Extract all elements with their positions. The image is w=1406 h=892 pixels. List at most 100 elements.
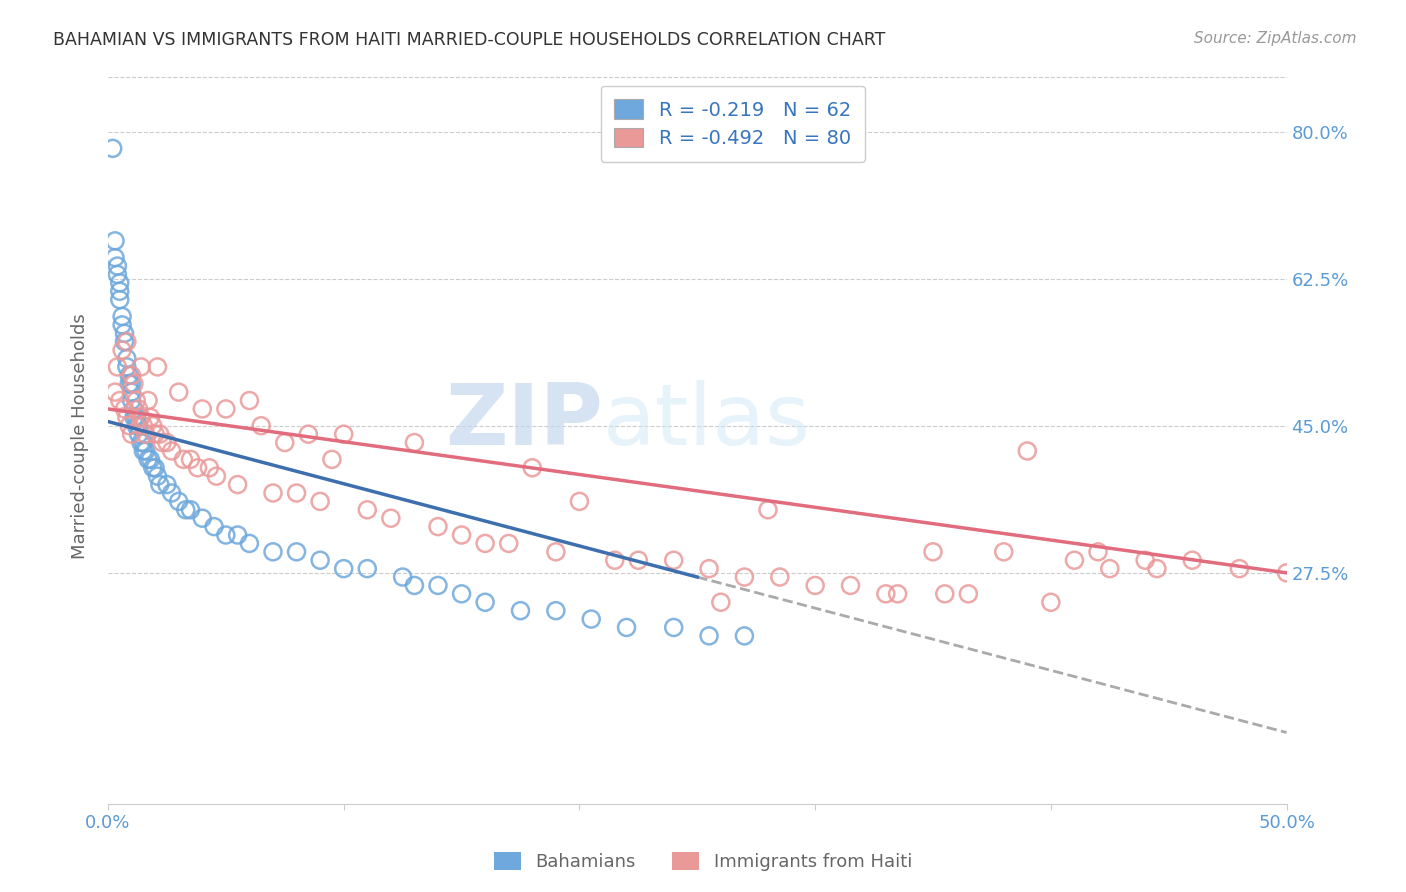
- Point: [1275, 566, 1298, 580]
- Point: [332, 561, 354, 575]
- Legend: Bahamians, Immigrants from Haiti: Bahamians, Immigrants from Haiti: [486, 845, 920, 879]
- Point: [139, 452, 162, 467]
- Point: [139, 410, 162, 425]
- Point: [111, 310, 134, 324]
- Point: [118, 368, 141, 383]
- Text: ZIP: ZIP: [446, 380, 603, 463]
- Point: [198, 460, 221, 475]
- Point: [391, 570, 413, 584]
- Point: [132, 444, 155, 458]
- Point: [1087, 545, 1109, 559]
- Point: [332, 427, 354, 442]
- Point: [616, 620, 638, 634]
- Point: [238, 536, 260, 550]
- Point: [804, 578, 827, 592]
- Point: [174, 503, 197, 517]
- Point: [114, 401, 136, 416]
- Point: [498, 536, 520, 550]
- Point: [274, 435, 297, 450]
- Text: atlas: atlas: [603, 380, 811, 463]
- Point: [129, 359, 152, 374]
- Point: [156, 435, 179, 450]
- Point: [1181, 553, 1204, 567]
- Point: [125, 418, 148, 433]
- Point: [875, 587, 897, 601]
- Point: [160, 486, 183, 500]
- Point: [118, 418, 141, 433]
- Point: [156, 477, 179, 491]
- Point: [121, 427, 143, 442]
- Point: [142, 460, 165, 475]
- Point: [136, 393, 159, 408]
- Point: [172, 452, 194, 467]
- Point: [146, 359, 169, 374]
- Point: [125, 393, 148, 408]
- Text: Source: ZipAtlas.com: Source: ZipAtlas.com: [1194, 31, 1357, 46]
- Point: [125, 410, 148, 425]
- Point: [474, 595, 496, 609]
- Point: [603, 553, 626, 567]
- Point: [205, 469, 228, 483]
- Point: [114, 334, 136, 349]
- Point: [733, 570, 755, 584]
- Point: [1098, 561, 1121, 575]
- Point: [474, 536, 496, 550]
- Point: [111, 343, 134, 357]
- Point: [135, 427, 157, 442]
- Point: [627, 553, 650, 567]
- Point: [121, 393, 143, 408]
- Point: [104, 234, 127, 248]
- Point: [1133, 553, 1156, 567]
- Point: [122, 401, 145, 416]
- Point: [1229, 561, 1251, 575]
- Point: [132, 435, 155, 450]
- Point: [132, 418, 155, 433]
- Point: [108, 293, 131, 307]
- Point: [662, 620, 685, 634]
- Point: [142, 418, 165, 433]
- Point: [143, 460, 166, 475]
- Legend: R = -0.219   N = 62, R = -0.492   N = 80: R = -0.219 N = 62, R = -0.492 N = 80: [600, 86, 865, 161]
- Point: [146, 469, 169, 483]
- Point: [128, 427, 150, 442]
- Point: [1017, 444, 1039, 458]
- Point: [150, 435, 173, 450]
- Point: [104, 251, 127, 265]
- Point: [129, 410, 152, 425]
- Point: [215, 528, 238, 542]
- Point: [167, 494, 190, 508]
- Point: [733, 629, 755, 643]
- Point: [122, 376, 145, 391]
- Point: [143, 427, 166, 442]
- Point: [107, 259, 129, 273]
- Point: [262, 486, 284, 500]
- Point: [115, 334, 138, 349]
- Point: [250, 418, 273, 433]
- Point: [149, 477, 172, 491]
- Point: [297, 427, 319, 442]
- Point: [187, 460, 209, 475]
- Point: [957, 587, 980, 601]
- Point: [149, 427, 172, 442]
- Text: BAHAMIAN VS IMMIGRANTS FROM HAITI MARRIED-COUPLE HOUSEHOLDS CORRELATION CHART: BAHAMIAN VS IMMIGRANTS FROM HAITI MARRIE…: [53, 31, 886, 49]
- Point: [101, 141, 124, 155]
- Point: [135, 444, 157, 458]
- Point: [115, 359, 138, 374]
- Point: [108, 393, 131, 408]
- Point: [118, 376, 141, 391]
- Point: [769, 570, 792, 584]
- Point: [309, 494, 332, 508]
- Point: [215, 401, 238, 416]
- Point: [697, 629, 720, 643]
- Point: [321, 452, 343, 467]
- Point: [886, 587, 908, 601]
- Point: [128, 418, 150, 433]
- Point: [226, 477, 249, 491]
- Point: [262, 545, 284, 559]
- Point: [710, 595, 733, 609]
- Point: [108, 285, 131, 299]
- Point: [544, 604, 567, 618]
- Point: [1039, 595, 1062, 609]
- Point: [404, 435, 426, 450]
- Point: [191, 401, 214, 416]
